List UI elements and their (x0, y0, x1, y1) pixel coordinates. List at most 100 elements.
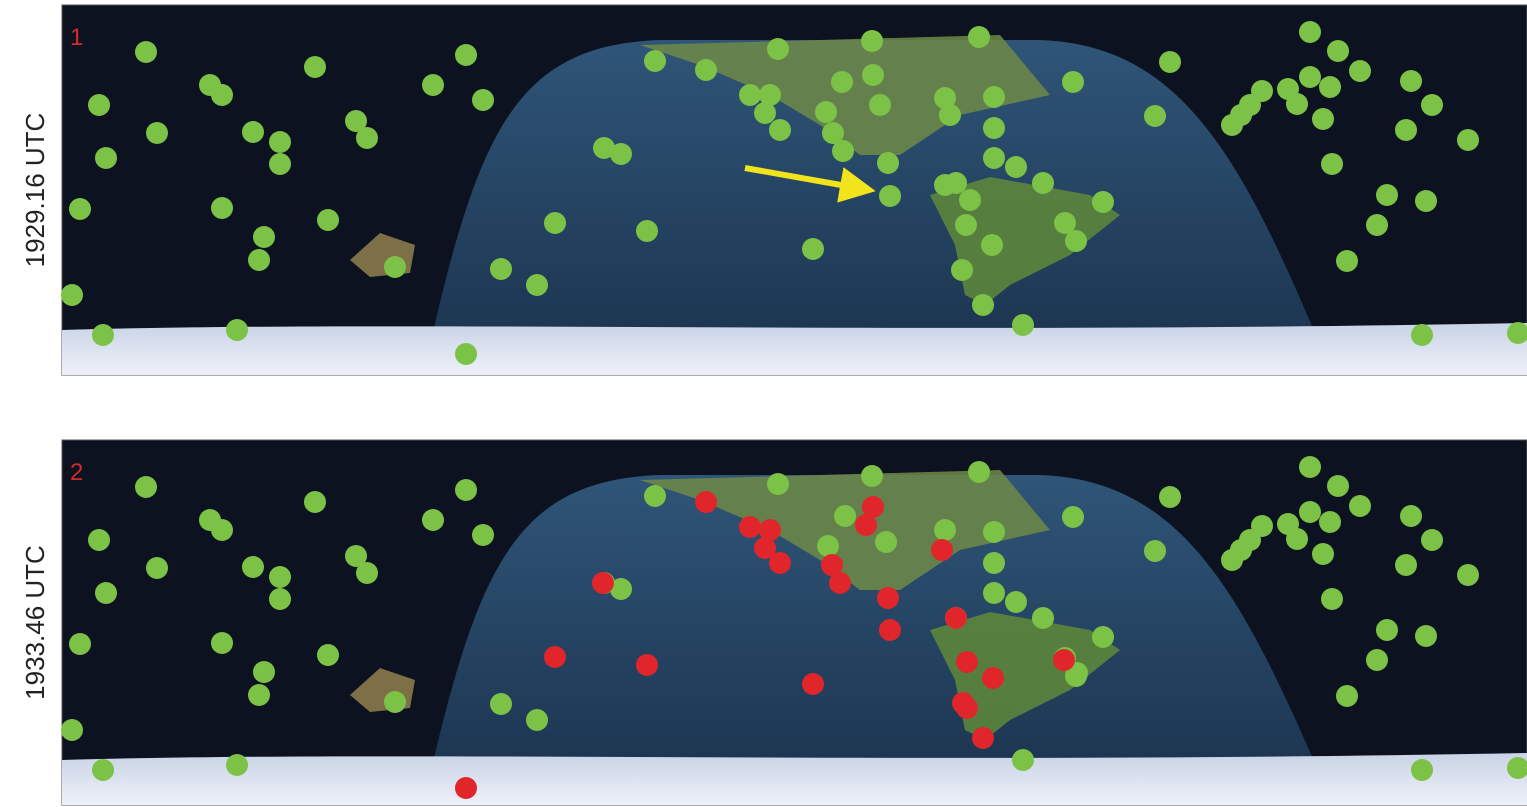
station-active (1395, 554, 1417, 576)
station-active (1457, 129, 1479, 151)
station-active (526, 274, 548, 296)
station-active (610, 143, 632, 165)
station-active (226, 319, 248, 341)
station-active (248, 249, 270, 271)
station-active (983, 147, 1005, 169)
station-affected (695, 491, 717, 513)
station-active (269, 588, 291, 610)
station-affected (739, 516, 761, 538)
station-active (95, 147, 117, 169)
station-active (1349, 60, 1371, 82)
station-active (1395, 119, 1417, 141)
station-active (1312, 108, 1334, 130)
station-affected (877, 587, 899, 609)
station-active (269, 153, 291, 175)
station-active (455, 44, 477, 66)
station-active (211, 197, 233, 219)
station-active (356, 562, 378, 584)
station-active (1411, 324, 1433, 346)
station-active (226, 754, 248, 776)
station-affected (455, 777, 477, 799)
station-active (317, 644, 339, 666)
station-active (1400, 505, 1422, 527)
station-active (88, 94, 110, 116)
station-affected (982, 667, 1004, 689)
station-active (695, 59, 717, 81)
station-active (959, 189, 981, 211)
station-active (384, 256, 406, 278)
station-active (1144, 105, 1166, 127)
station-active (862, 64, 884, 86)
station-active (422, 74, 444, 96)
station-active (879, 185, 901, 207)
station-active (1062, 71, 1084, 93)
station-active (934, 519, 956, 541)
station-active (1159, 51, 1181, 73)
station-active (1299, 21, 1321, 43)
station-active (422, 509, 444, 531)
station-active (211, 519, 233, 541)
station-affected (945, 607, 967, 629)
station-active (317, 209, 339, 231)
station-active (248, 684, 270, 706)
station-active (253, 661, 275, 683)
station-active (135, 476, 157, 498)
station-active (869, 94, 891, 116)
station-active (769, 119, 791, 141)
station-active (1415, 625, 1437, 647)
station-active (983, 117, 1005, 139)
station-active (242, 121, 264, 143)
station-active (1299, 456, 1321, 478)
station-active (1400, 70, 1422, 92)
station-active (146, 557, 168, 579)
station-active (1327, 475, 1349, 497)
station-active (1299, 66, 1321, 88)
station-active (877, 152, 899, 174)
station-active (384, 691, 406, 713)
station-active (544, 212, 566, 234)
station-active (834, 505, 856, 527)
station-active (490, 693, 512, 715)
station-active (981, 234, 1003, 256)
station-active (1421, 529, 1443, 551)
station-active (861, 465, 883, 487)
station-active (1349, 495, 1371, 517)
station-active (269, 566, 291, 588)
station-active (644, 50, 666, 72)
station-active (754, 102, 776, 124)
station-active (88, 529, 110, 551)
panel-time: 1933.46 UTC (20, 545, 50, 700)
station-active (1005, 591, 1027, 613)
station-active (1092, 191, 1114, 213)
station-active (356, 127, 378, 149)
station-active (490, 258, 512, 280)
station-active (472, 524, 494, 546)
station-active (1286, 528, 1308, 550)
station-active (983, 582, 1005, 604)
station-active (983, 552, 1005, 574)
station-affected (592, 572, 614, 594)
station-active (304, 56, 326, 78)
station-active (1321, 153, 1343, 175)
station-active (955, 214, 977, 236)
station-active (972, 294, 994, 316)
station-active (1376, 184, 1398, 206)
station-active (934, 174, 956, 196)
station-active (875, 531, 897, 553)
station-active (1221, 549, 1243, 571)
station-active (1415, 190, 1437, 212)
station-active (1054, 212, 1076, 234)
station-active (69, 198, 91, 220)
station-active (861, 30, 883, 52)
station-active (526, 709, 548, 731)
station-active (61, 719, 83, 741)
antarctica (62, 753, 1527, 805)
station-affected (956, 697, 978, 719)
station-active (146, 122, 168, 144)
station-affected (636, 654, 658, 676)
station-active (455, 479, 477, 501)
station-active (1005, 156, 1027, 178)
station-active (951, 259, 973, 281)
